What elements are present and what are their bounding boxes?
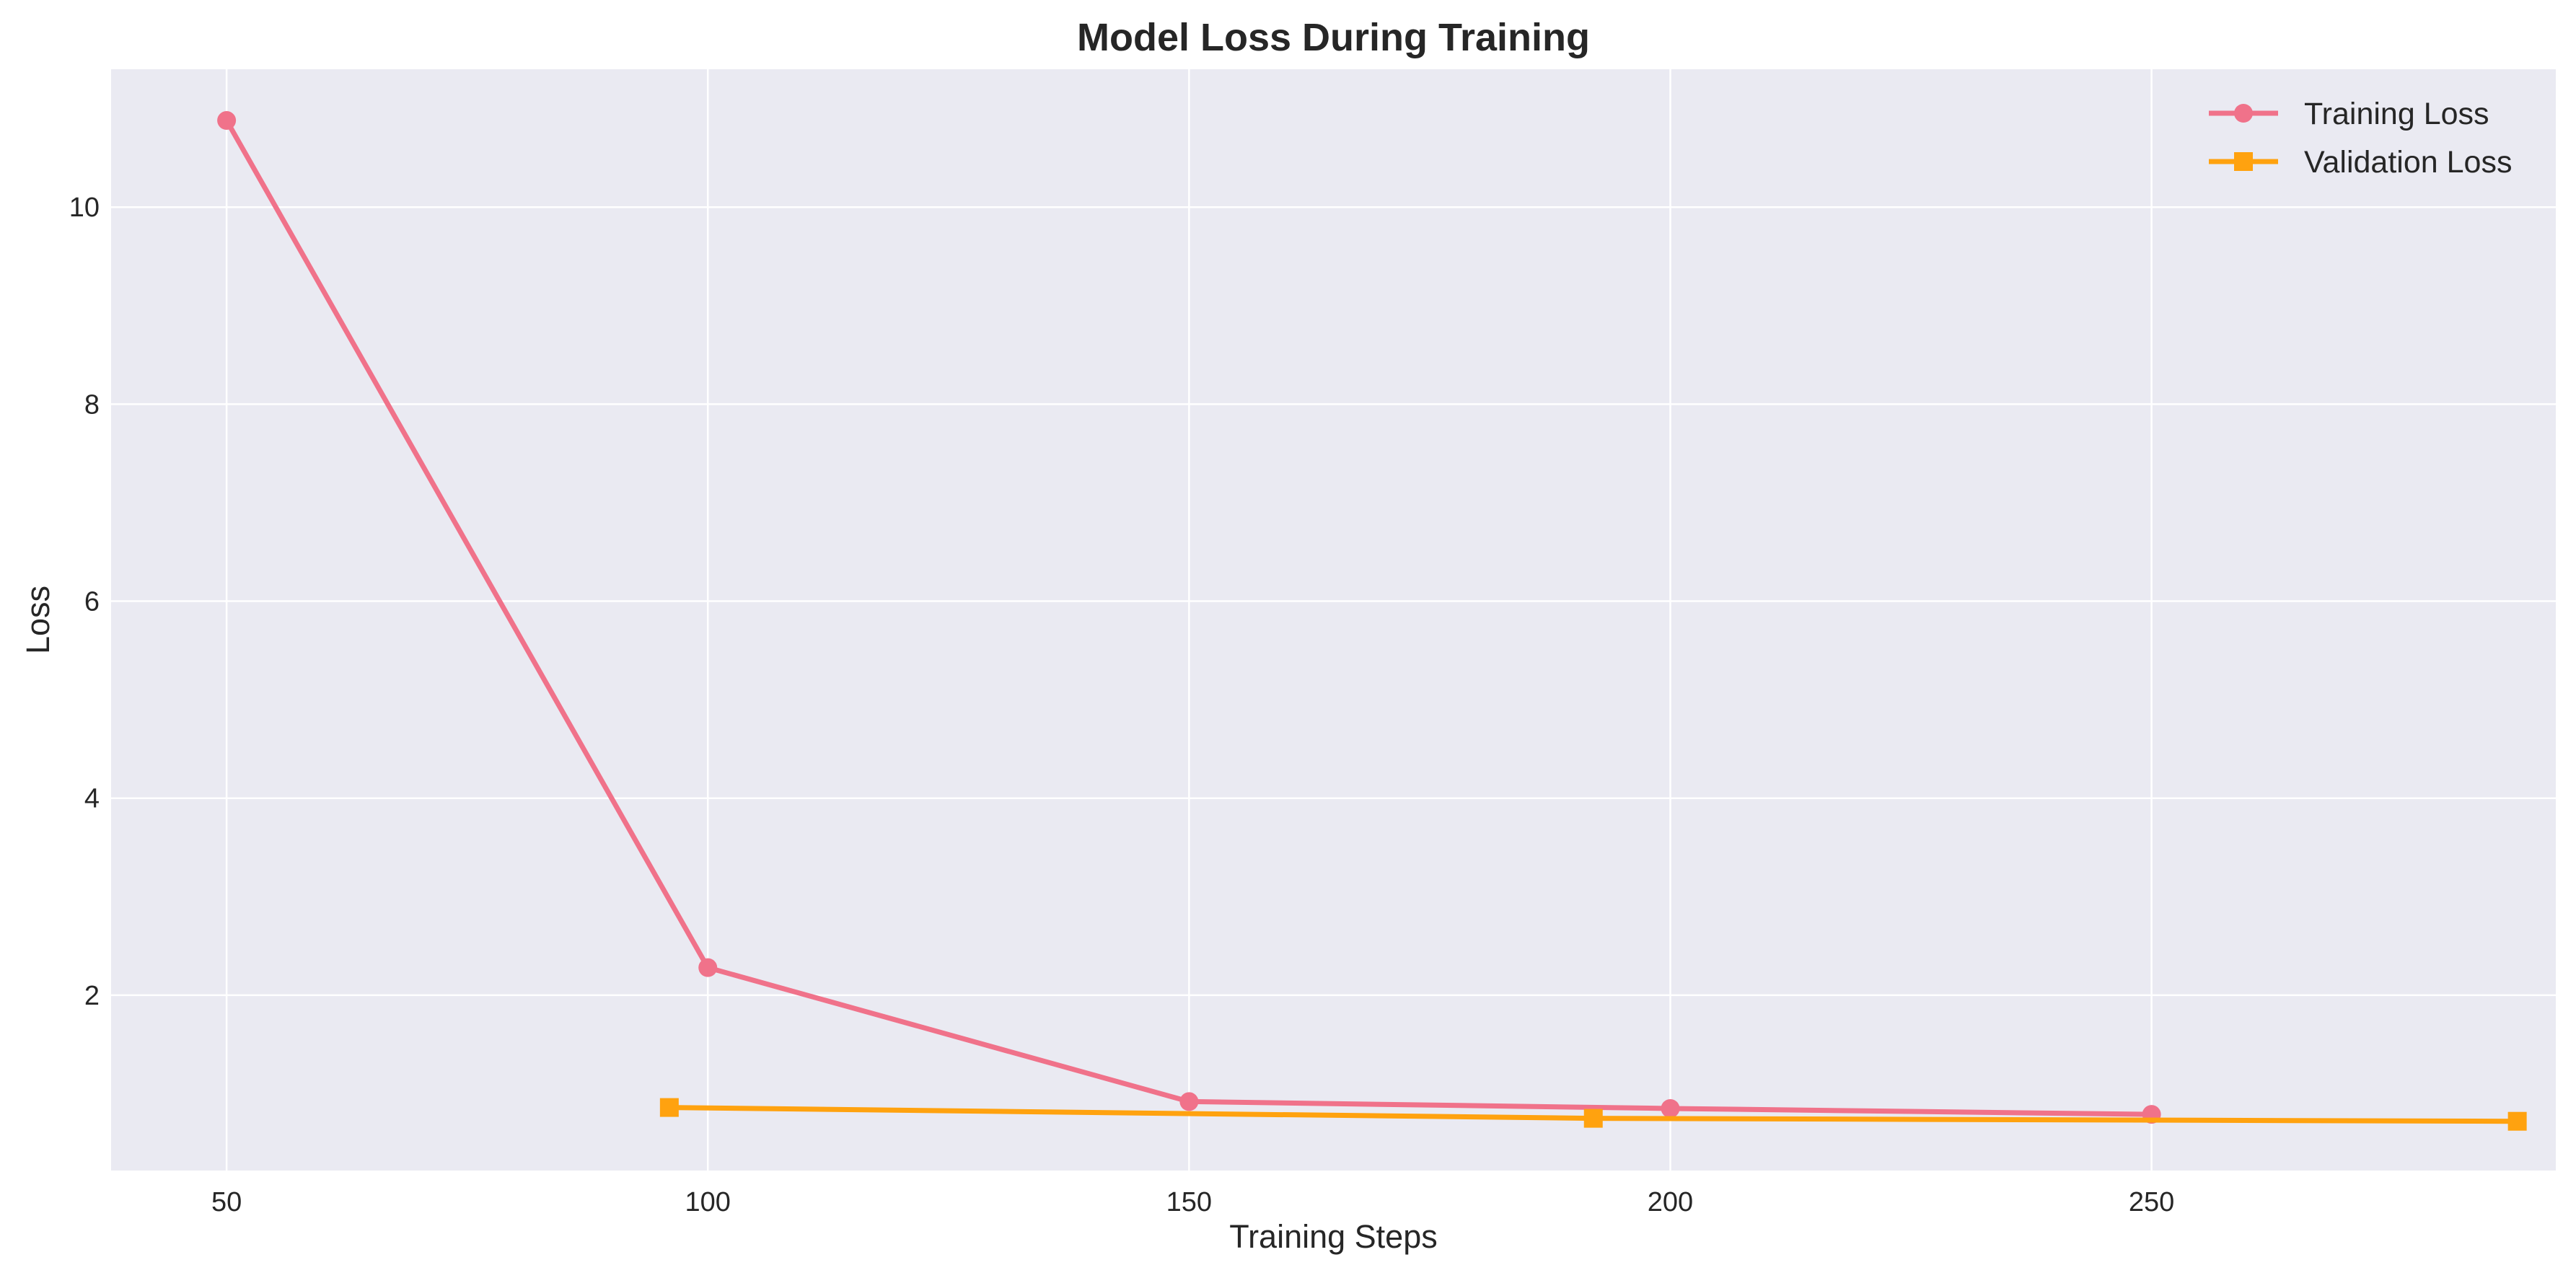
x-tick-label: 250	[2129, 1187, 2174, 1217]
x-tick-label: 150	[1166, 1187, 1212, 1217]
series-layer	[217, 111, 2527, 1131]
data-point	[1661, 1098, 1680, 1118]
data-point	[659, 1098, 679, 1117]
legend-marker	[2234, 104, 2253, 123]
legend-item: Training Loss	[2209, 97, 2489, 131]
y-tick-label: 4	[84, 784, 100, 814]
data-point	[217, 111, 237, 131]
legend-label: Validation Loss	[2304, 145, 2512, 180]
x-tick-label: 100	[685, 1187, 731, 1217]
x-tick-label: 50	[211, 1187, 242, 1217]
chart-title: Model Loss During Training	[1077, 16, 1590, 59]
y-axis-label: Loss	[19, 586, 56, 654]
data-point	[1583, 1109, 1603, 1128]
tick-labels: 50 100 150 200 250 2 4 6 8 10	[69, 193, 2175, 1217]
y-tick-label: 2	[84, 981, 100, 1011]
legend-label: Training Loss	[2304, 97, 2489, 131]
series-validation-loss	[659, 1098, 2527, 1131]
y-tick-label: 10	[69, 193, 100, 223]
x-tick-label: 200	[1648, 1187, 1693, 1217]
data-point	[2507, 1111, 2527, 1131]
plot-area	[111, 69, 2556, 1171]
data-point	[698, 958, 718, 977]
data-point	[1179, 1092, 1199, 1111]
series-training-loss	[217, 111, 2161, 1124]
x-axis-label: Training Steps	[1229, 1218, 1437, 1255]
y-tick-label: 8	[84, 389, 100, 420]
legend-item: Validation Loss	[2209, 145, 2512, 180]
legend-marker	[2234, 152, 2253, 171]
grid-lines	[111, 69, 2556, 1171]
legend: Training Loss Validation Loss	[2209, 97, 2512, 180]
y-tick-label: 6	[84, 587, 100, 617]
